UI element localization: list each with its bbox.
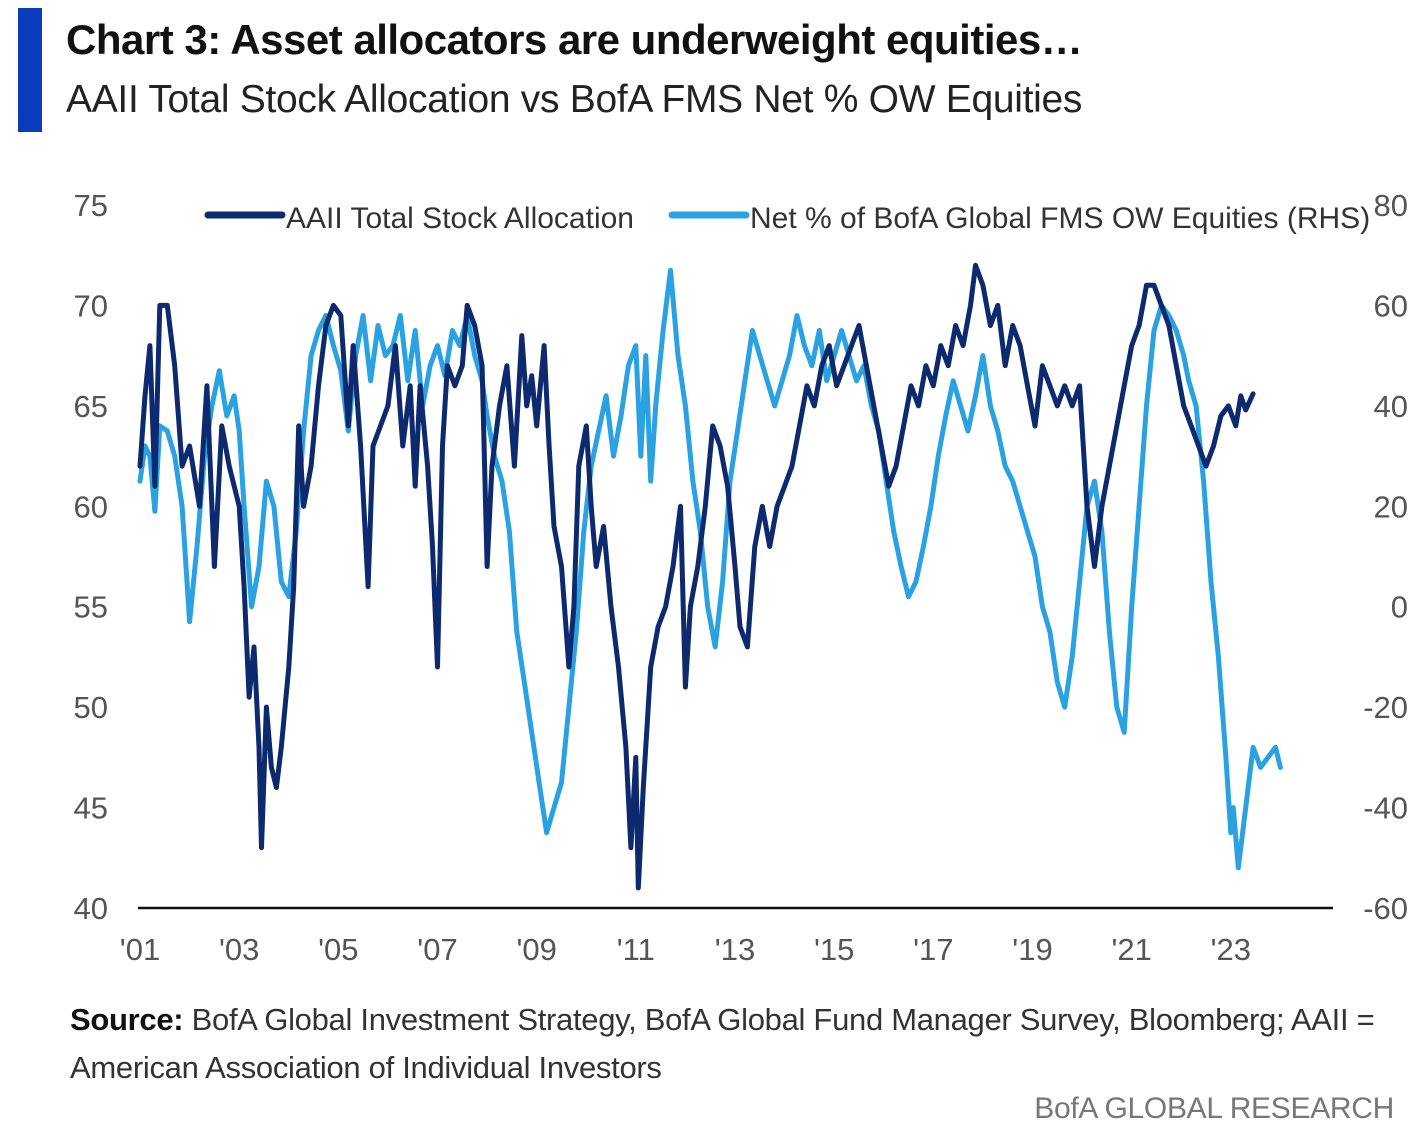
left-axis-tick-label: 40	[74, 891, 108, 926]
legend: AAII Total Stock Allocation Net % of Bof…	[204, 202, 1370, 235]
x-axis-tick-label: '11	[617, 932, 655, 967]
right-axis-tick-label: -20	[1363, 690, 1408, 725]
legend-fms-label: Net % of BofA Global FMS OW Equities (RH…	[750, 202, 1370, 235]
x-axis-tick-label: '17	[913, 932, 953, 967]
right-axis-tick-label: 80	[1374, 188, 1408, 223]
chart-subtitle: AAII Total Stock Allocation vs BofA FMS …	[66, 78, 1083, 121]
legend-aaii-label: AAII Total Stock Allocation	[286, 202, 634, 235]
title-accent-bar	[18, 8, 42, 132]
x-axis-tick-label: '19	[1012, 932, 1052, 967]
x-axis-tick-label: '09	[516, 932, 556, 967]
fms-series-line	[137, 267, 1283, 871]
left-axis-tick-label: 75	[74, 188, 108, 223]
x-axis-tick-label: '23	[1211, 932, 1251, 967]
source-text: BofA Global Investment Strategy, BofA Gl…	[70, 1002, 1375, 1085]
right-axis-tick-label: 20	[1374, 489, 1408, 524]
x-axis-tick-label: '03	[219, 932, 259, 967]
x-axis-ticks: '01 '03 '05 '07 '09 '11 '13 '15 '17 '19 '21 '23	[120, 932, 1251, 967]
right-axis-ticks: 80 60 40 20 0 -20 -40 -60	[1363, 188, 1408, 926]
x-axis-tick-label: '01	[120, 932, 160, 967]
right-axis-tick-label: -60	[1363, 891, 1408, 926]
aaii-series-line	[137, 262, 1256, 891]
left-axis-tick-label: 55	[74, 590, 108, 625]
right-axis-tick-label: 0	[1391, 590, 1408, 625]
brand-footer: BofA GLOBAL RESEARCH	[1034, 1092, 1394, 1125]
source-label: Source:	[70, 1002, 184, 1037]
left-axis-ticks: 75 70 65 60 55 50 45 40	[74, 188, 108, 926]
left-axis-tick-label: 65	[74, 389, 108, 424]
left-axis-tick-label: 70	[74, 288, 108, 323]
right-axis-tick-label: 60	[1374, 288, 1408, 323]
series-layer	[137, 262, 1283, 891]
x-axis-tick-label: '13	[715, 932, 755, 967]
x-axis-tick-label: '05	[318, 932, 358, 967]
right-axis-tick-label: 40	[1374, 389, 1408, 424]
left-axis-tick-label: 60	[74, 489, 108, 524]
left-axis-tick-label: 50	[74, 690, 108, 725]
left-axis-tick-label: 45	[74, 791, 108, 826]
x-axis-tick-label: '07	[417, 932, 457, 967]
chart-title: Chart 3: Asset allocators are underweigh…	[66, 16, 1083, 63]
source-note: Source: BofA Global Investment Strategy,…	[70, 996, 1380, 1092]
right-axis-tick-label: -40	[1363, 791, 1408, 826]
x-axis-tick-label: '15	[814, 932, 854, 967]
x-axis-tick-label: '21	[1111, 932, 1151, 967]
